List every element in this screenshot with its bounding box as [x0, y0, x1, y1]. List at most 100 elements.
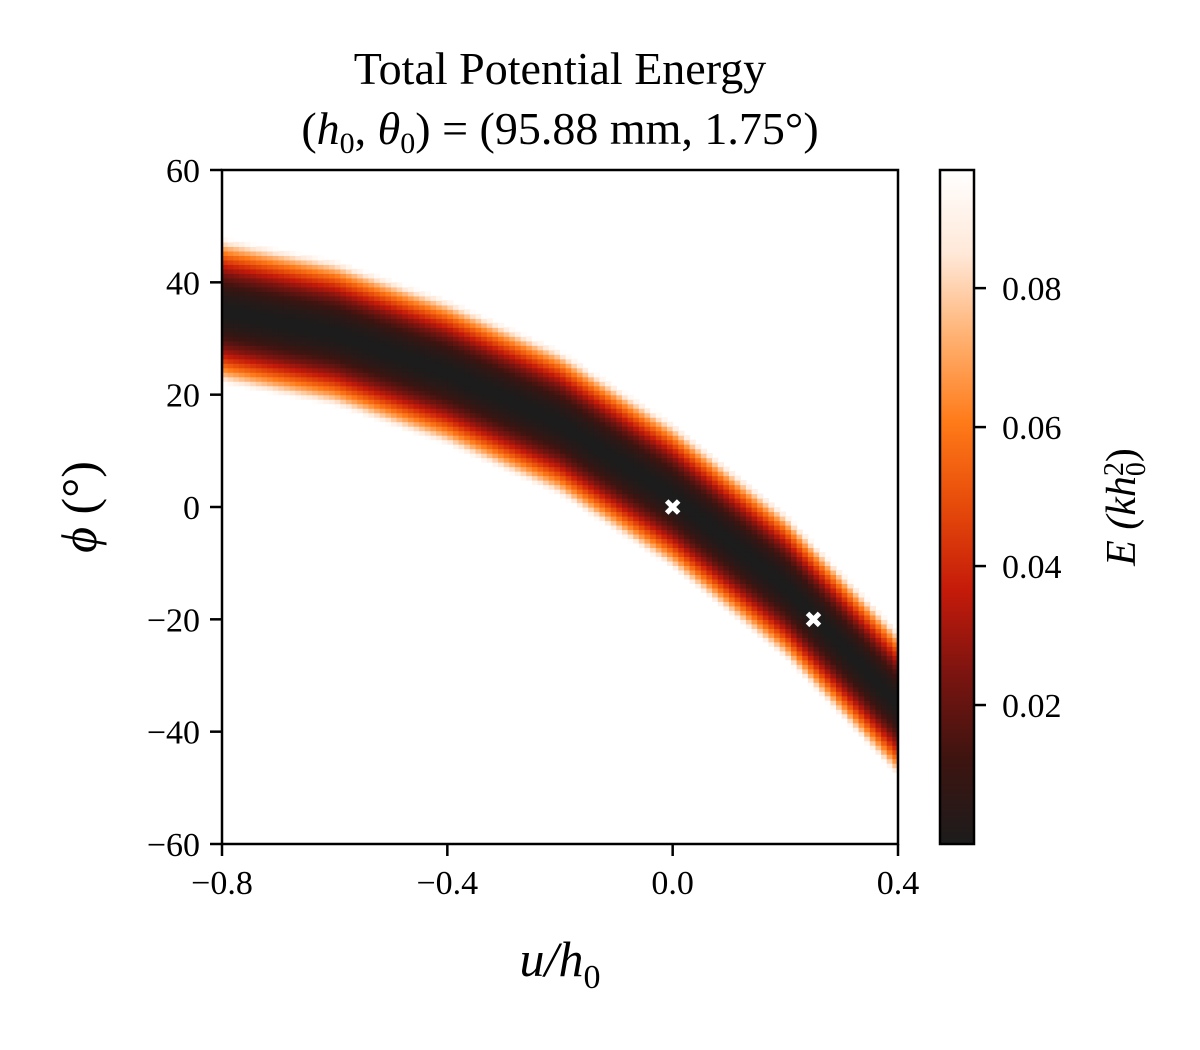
heatmap-cell [283, 327, 291, 333]
heatmap-cell [351, 394, 358, 400]
heatmap-cell [312, 363, 319, 369]
heatmap-cell [340, 327, 347, 333]
heatmap-cell [222, 264, 229, 270]
heatmap-cell [413, 309, 420, 315]
heatmap-cell [458, 412, 465, 418]
heatmap-cell [323, 399, 330, 405]
heatmap-cell [255, 259, 263, 265]
heatmap-cell [644, 529, 651, 535]
heatmap-cell [323, 322, 330, 328]
heatmap-cell [391, 372, 398, 378]
heatmap-cell [813, 560, 820, 567]
heatmap-cell [599, 475, 606, 481]
heatmap-cell [345, 264, 353, 270]
heatmap-cell [841, 637, 848, 643]
heatmap-cell [605, 381, 612, 387]
heatmap-cell [796, 583, 803, 589]
heatmap-cell [847, 592, 854, 598]
heatmap-cell [762, 529, 770, 535]
heatmap-cell [452, 435, 460, 441]
heatmap-cell [548, 381, 555, 387]
heatmap-cell [819, 587, 826, 593]
heatmap-cell [768, 637, 775, 643]
heatmap-cell [362, 363, 370, 369]
heatmap-cell [869, 691, 877, 697]
heatmap-cell [712, 457, 719, 463]
heatmap-cell [571, 403, 578, 409]
heatmap-cell [689, 524, 696, 531]
heatmap-cell [819, 583, 826, 589]
heatmap-cell [565, 484, 572, 490]
heatmap-cell [875, 686, 882, 692]
heatmap-cell [548, 466, 555, 472]
heatmap-cell [723, 596, 730, 602]
heatmap-cell [836, 682, 843, 688]
heatmap-cell [300, 381, 308, 387]
heatmap-cell [413, 403, 420, 409]
heatmap-cell [762, 565, 770, 571]
heatmap-cell [526, 394, 533, 400]
heatmap-cell [233, 331, 240, 337]
heatmap-cell [661, 524, 668, 531]
heatmap-cell [819, 686, 826, 692]
heatmap-cell [334, 354, 341, 360]
heatmap-cell [723, 556, 730, 562]
heatmap-cell [531, 466, 539, 472]
heatmap-cell [368, 336, 375, 342]
heatmap-cell [819, 637, 826, 643]
heatmap-cell [638, 498, 646, 504]
heatmap-cell [757, 632, 764, 638]
heatmap-cell [892, 758, 898, 764]
heatmap-cell [430, 313, 437, 319]
heatmap-cell [503, 408, 510, 414]
heatmap-cell [452, 390, 460, 396]
heatmap-cell [475, 327, 482, 333]
heatmap-cell [869, 713, 877, 719]
heatmap-cell [419, 327, 426, 333]
heatmap-cell [379, 300, 386, 306]
heatmap-cell [509, 367, 516, 373]
heatmap-cell [633, 507, 640, 513]
heatmap-cell [667, 475, 674, 481]
heatmap-cell [695, 533, 702, 540]
heatmap-cell [695, 583, 702, 589]
heatmap-cell [407, 367, 415, 373]
heatmap-cell [526, 471, 533, 477]
heatmap-cell [492, 435, 499, 441]
heatmap-cell [790, 547, 798, 553]
heatmap-cell [261, 309, 268, 315]
heatmap-cell [430, 354, 437, 360]
heatmap-cell [638, 453, 646, 459]
heatmap-cell [571, 381, 578, 387]
heatmap-cell [610, 408, 617, 414]
heatmap-cell [300, 295, 308, 301]
heatmap-cell [621, 430, 629, 436]
heatmap-cell [283, 304, 291, 310]
heatmap-cell [486, 381, 493, 387]
heatmap-cell [402, 340, 409, 346]
heatmap-cell [492, 444, 499, 450]
heatmap-cell [548, 390, 555, 396]
heatmap-cell [836, 628, 843, 634]
heatmap-cell [227, 381, 234, 387]
heatmap-cell [633, 538, 640, 544]
heatmap-cell [334, 331, 341, 337]
heatmap-cell [650, 493, 657, 499]
heatmap-cell [599, 381, 606, 387]
heatmap-cell [785, 619, 792, 625]
heatmap-cell [869, 740, 877, 746]
heatmap-cell [627, 511, 634, 517]
heatmap-cell [858, 668, 865, 674]
heatmap-cell [227, 259, 234, 265]
heatmap-cell [796, 623, 803, 629]
heatmap-cell [227, 304, 234, 310]
heatmap-cell [374, 417, 381, 423]
heatmap-cell [278, 372, 285, 378]
heatmap-cell [841, 596, 848, 602]
heatmap-cell [802, 592, 809, 598]
heatmap-cell [447, 336, 454, 342]
heatmap-cell [289, 367, 296, 373]
heatmap-cell [717, 493, 724, 499]
heatmap-cell [447, 399, 454, 405]
heatmap-cell [576, 376, 584, 382]
